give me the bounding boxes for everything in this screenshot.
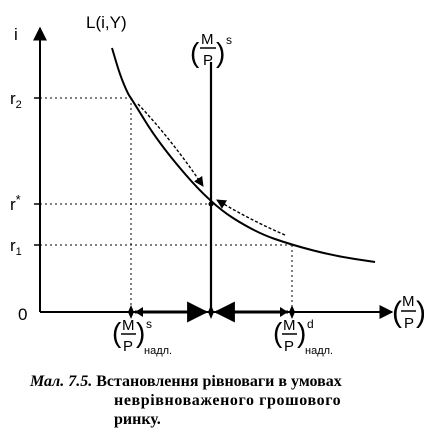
y-tick-label: r* [10,192,21,214]
arrow-tail-left [135,307,143,317]
x-mark-den: P [123,338,133,355]
x-mark-sub: надл. [305,345,333,357]
y-tick-sub: 1 [16,246,22,258]
caption-line-3: ринку. [114,411,161,428]
x-mark-paren-left: ( [273,317,283,348]
x-mark-paren-right: ) [297,317,306,348]
supply-label-paren-right: ) [216,37,225,68]
x-marker [208,305,214,319]
x-mark-den: P [284,338,294,355]
demand-curve-label: L(i,Y) [86,13,127,32]
x-mark-sub: надл. [144,345,172,357]
x-mark-sup: d [307,317,314,331]
figure-caption: Мал. 7.5. Встановлення рівноваги в умова… [30,372,420,429]
x-axis-paren-right: ) [416,296,424,329]
x-mark-num: M [122,317,135,334]
supply-label-den: P [203,52,213,69]
equilibrium-chart: i 0 ( M P ) L(i,Y)r2r*r1(MP)s(MP)sнадл.(… [10,13,424,357]
x-axis-paren-left: ( [392,296,402,329]
supply-label-num: M [201,31,214,48]
arrow-tail-right [280,307,288,317]
x-axis-den: P [404,315,414,332]
x-marker [289,305,295,319]
caption-line-1: Встановлення рівноваги в умовах [96,373,342,390]
y-tick-label: r2 [10,89,22,111]
x-mark-paren-left: ( [112,317,122,348]
y-tick-sup: * [16,192,21,207]
x-axis-label: ( M P ) [392,293,424,332]
demand-curve [111,47,376,263]
curve-arrow-lower [216,199,286,236]
x-marker [128,305,134,319]
origin-label: 0 [18,305,27,324]
y-tick-label: r1 [10,236,22,258]
y-axis-label: i [14,25,18,44]
x-mark-num: M [283,317,296,334]
supply-label-paren-left: ( [190,37,200,68]
equilibrium-point [208,201,214,207]
y-tick-sub: 2 [16,99,22,111]
curve-arrow-upper [137,103,204,187]
caption-line-2: неврівноваженого грошового [114,392,342,409]
supply-label-sup: s [226,33,232,47]
x-axis-num: M [402,293,415,310]
x-mark-paren-right: ) [136,317,145,348]
figure-label: Мал. 7.5. [30,373,93,390]
x-mark-sup: s [146,317,152,331]
